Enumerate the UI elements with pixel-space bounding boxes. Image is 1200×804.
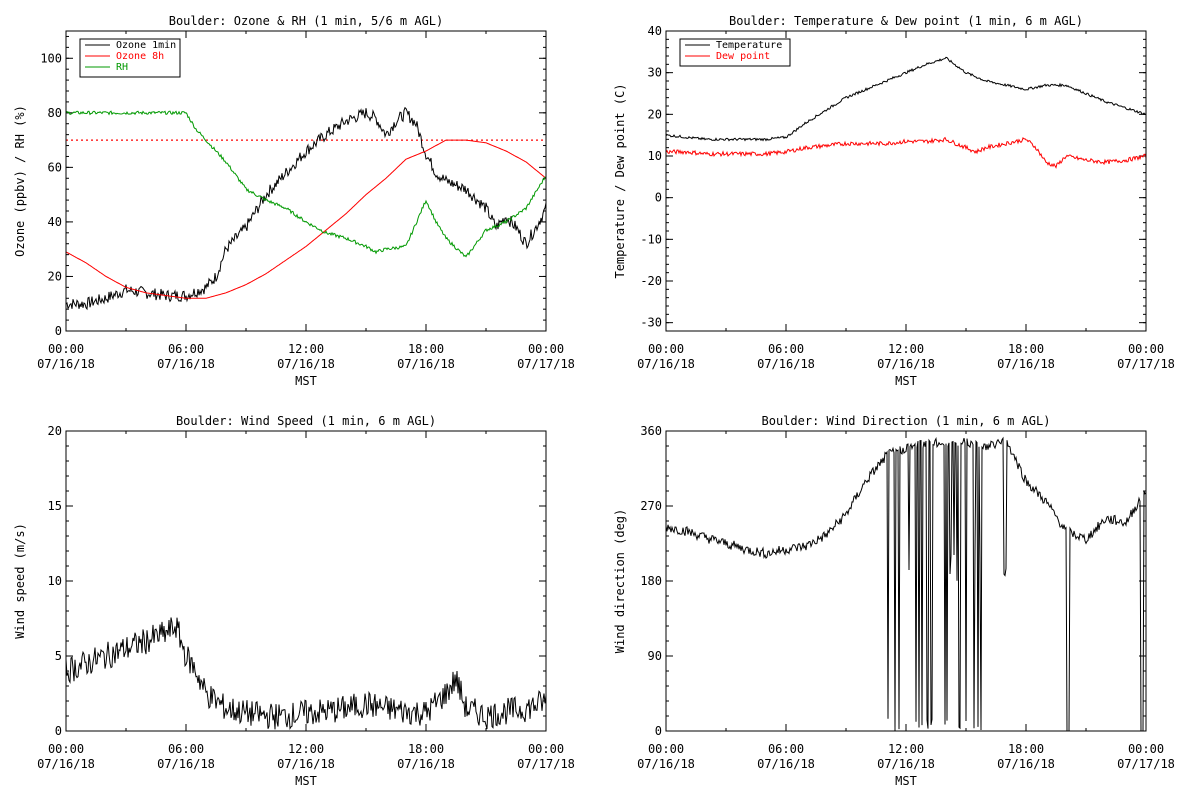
y-tick-label: 10 — [648, 149, 662, 163]
x-tick-label: 07/16/18 — [997, 757, 1055, 771]
y-tick-label: 20 — [648, 107, 662, 121]
y-tick-label: 15 — [48, 499, 62, 513]
y-tick-label: 270 — [640, 499, 662, 513]
series-line-ozone-8h — [65, 139, 547, 299]
legend-label: RH — [116, 62, 128, 73]
y-tick-label: 180 — [640, 574, 662, 588]
x-tick-label: 07/16/18 — [37, 757, 95, 771]
y-tick-label: 40 — [48, 215, 62, 229]
x-tick-label: 00:00 — [648, 742, 684, 756]
x-tick-label: 12:00 — [888, 342, 924, 356]
series-line-rh — [65, 110, 546, 258]
y-tick-label: -10 — [640, 232, 662, 246]
x-tick-label: 07/16/18 — [757, 357, 815, 371]
x-tick-label: 18:00 — [408, 742, 444, 756]
y-tick-label: 20 — [48, 424, 62, 438]
y-tick-label: 20 — [48, 269, 62, 283]
x-tick-label: 07/16/18 — [997, 357, 1055, 371]
chart-title: Boulder: Temperature & Dew point (1 min,… — [729, 14, 1083, 28]
y-tick-label: 40 — [648, 24, 662, 38]
legend-box — [679, 38, 791, 67]
y-tick-label: -30 — [640, 316, 662, 330]
x-tick-label: 07/16/18 — [397, 357, 455, 371]
x-tick-label: 07/16/18 — [157, 357, 215, 371]
y-tick-label: 0 — [655, 191, 662, 205]
y-axis-label: Temperature / Dew point (C) — [613, 83, 627, 278]
x-axis-label: MST — [895, 774, 917, 788]
x-tick-label: 00:00 — [48, 742, 84, 756]
x-tick-label: 00:00 — [648, 342, 684, 356]
x-tick-label: 07/17/18 — [1117, 357, 1175, 371]
x-tick-label: 18:00 — [1008, 742, 1044, 756]
chart-panel-wdir: Boulder: Wind Direction (1 min, 6 m AGL)… — [613, 414, 1175, 788]
x-tick-label: 06:00 — [168, 742, 204, 756]
legend-label: Ozone 1min — [116, 40, 176, 51]
series-line-temperature — [665, 56, 1147, 142]
x-tick-label: 07/17/18 — [517, 357, 575, 371]
y-tick-label: 90 — [648, 649, 662, 663]
x-tick-label: 00:00 — [528, 742, 564, 756]
y-axis-label: Wind speed (m/s) — [13, 523, 27, 639]
x-tick-label: 07/16/18 — [277, 757, 335, 771]
chart-panel-ozone: Boulder: Ozone & RH (1 min, 5/6 m AGL) Oz… — [13, 14, 575, 388]
x-tick-label: 00:00 — [1128, 342, 1164, 356]
chart-title: Boulder: Wind Direction (1 min, 6 m AGL) — [762, 414, 1051, 428]
legend-label: Dew point — [716, 51, 770, 62]
series-line-ozone-1min — [65, 106, 547, 311]
x-tick-label: 07/16/18 — [877, 757, 935, 771]
y-axis-label: Wind direction (deg) — [613, 509, 627, 654]
chart-title: Boulder: Ozone & RH (1 min, 5/6 m AGL) — [169, 14, 444, 28]
series-line-main — [65, 617, 547, 730]
y-tick-label: 360 — [640, 424, 662, 438]
x-tick-label: 06:00 — [768, 342, 804, 356]
chart-panel-temp: Boulder: Temperature & Dew point (1 min,… — [613, 14, 1175, 388]
x-tick-label: 18:00 — [408, 342, 444, 356]
chart-title: Boulder: Wind Speed (1 min, 6 m AGL) — [176, 414, 436, 428]
x-tick-label: 00:00 — [528, 342, 564, 356]
x-tick-label: 07/16/18 — [757, 757, 815, 771]
x-axis-label: MST — [295, 374, 317, 388]
x-axis-label: MST — [895, 374, 917, 388]
y-tick-label: -20 — [640, 274, 662, 288]
plot-frame — [65, 430, 547, 732]
x-tick-label: 07/16/18 — [877, 357, 935, 371]
x-tick-label: 00:00 — [48, 342, 84, 356]
x-tick-label: 06:00 — [768, 742, 804, 756]
x-tick-label: 07/16/18 — [397, 757, 455, 771]
legend-label: Temperature — [716, 40, 782, 51]
x-tick-label: 07/16/18 — [277, 357, 335, 371]
y-tick-label: 0 — [55, 324, 62, 338]
y-tick-label: 0 — [55, 724, 62, 738]
x-tick-label: 12:00 — [288, 342, 324, 356]
y-tick-label: 10 — [48, 574, 62, 588]
x-axis-label: MST — [295, 774, 317, 788]
y-tick-label: 30 — [648, 66, 662, 80]
plot-frame — [665, 30, 1147, 332]
x-tick-label: 07/16/18 — [637, 357, 695, 371]
x-tick-label: 07/16/18 — [157, 757, 215, 771]
x-tick-label: 07/16/18 — [637, 757, 695, 771]
x-tick-label: 07/17/18 — [1117, 757, 1175, 771]
series-line-main — [665, 436, 1147, 732]
legend-label: Ozone 8h — [116, 51, 164, 62]
x-tick-label: 06:00 — [168, 342, 204, 356]
y-tick-label: 5 — [55, 649, 62, 663]
x-tick-label: 00:00 — [1128, 742, 1164, 756]
y-tick-label: 60 — [48, 160, 62, 174]
plot-frame — [65, 30, 547, 332]
y-tick-label: 100 — [40, 51, 62, 65]
series-line-dew-point — [665, 136, 1147, 169]
x-tick-label: 12:00 — [888, 742, 924, 756]
y-tick-label: 0 — [655, 724, 662, 738]
y-tick-label: 80 — [48, 106, 62, 120]
x-tick-label: 18:00 — [1008, 342, 1044, 356]
x-tick-label: 07/17/18 — [517, 757, 575, 771]
y-axis-label: Ozone (ppbv) / RH (%) — [13, 105, 27, 257]
x-tick-label: 07/16/18 — [37, 357, 95, 371]
x-tick-label: 12:00 — [288, 742, 324, 756]
plot-frame — [665, 430, 1147, 732]
chart-panel-wspd: Boulder: Wind Speed (1 min, 6 m AGL) Wind… — [13, 414, 575, 788]
